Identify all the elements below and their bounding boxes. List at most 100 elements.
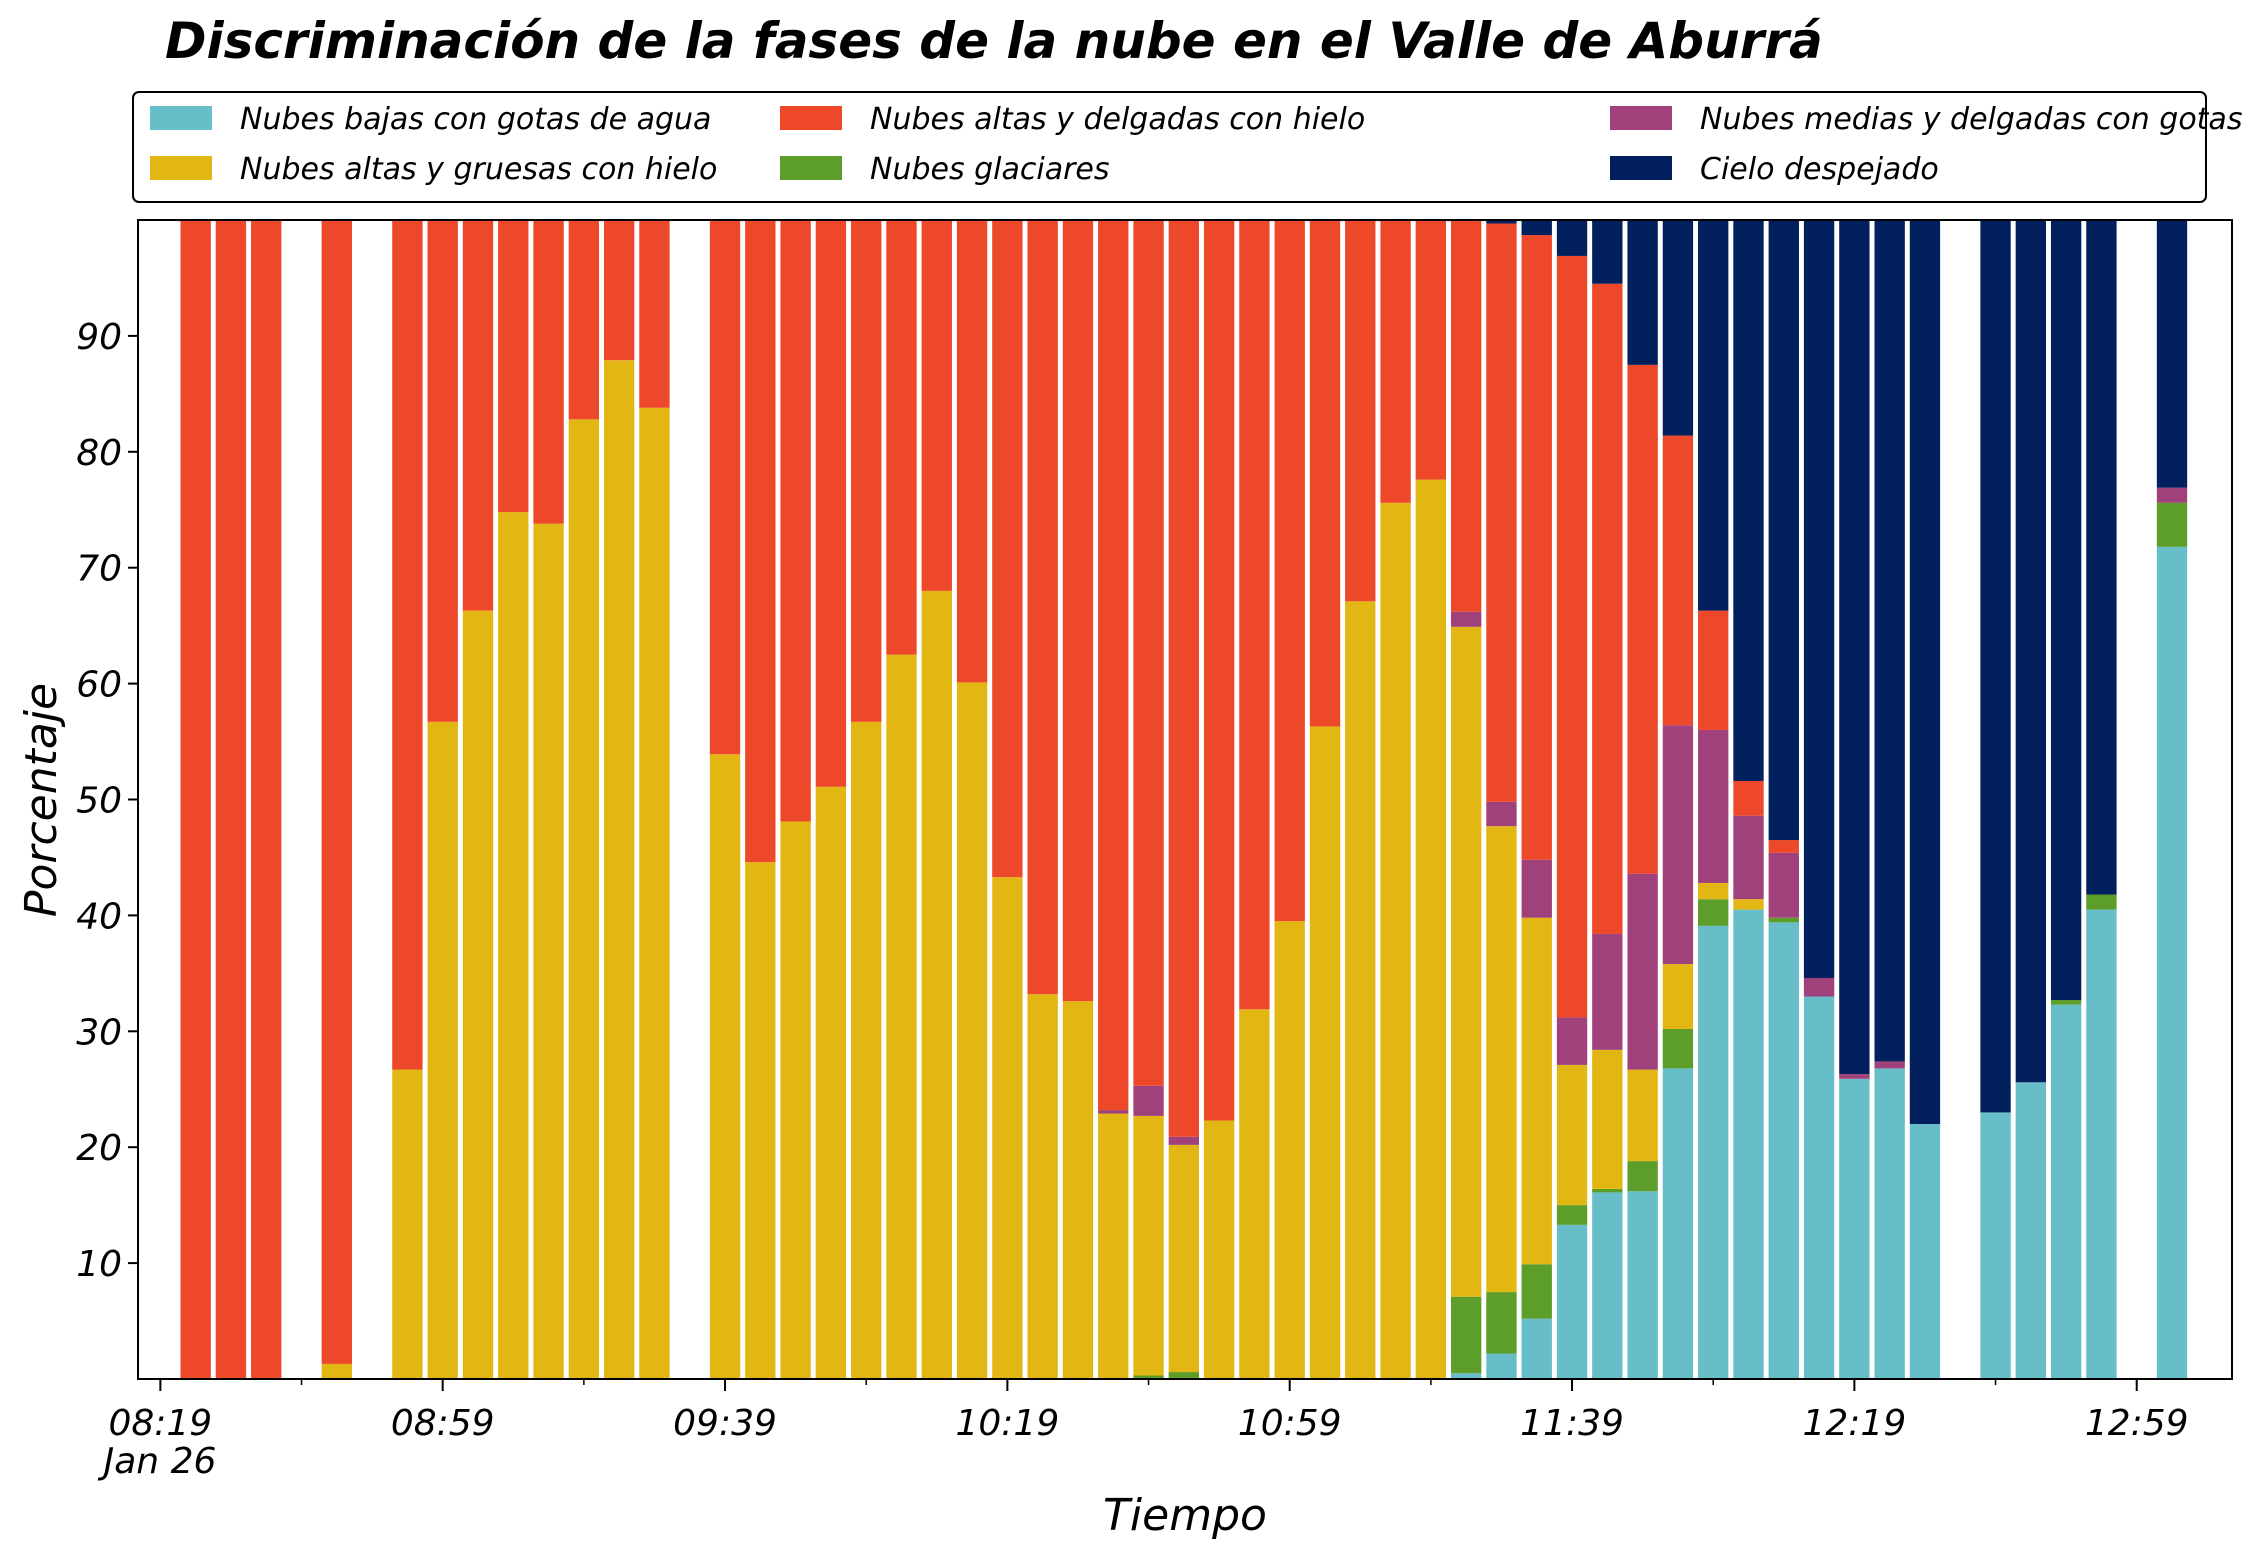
bar-segment: [533, 523, 564, 1379]
x-tick-label: 10:59: [1238, 1403, 1342, 1444]
legend-entry-label: Cielo despejado: [1700, 152, 1939, 187]
bar-segment: [745, 220, 776, 863]
bar-segment: [709, 220, 741, 755]
legend-frame: [132, 91, 2207, 203]
y-tick-label: 30: [76, 1012, 122, 1053]
legend-swatch: [150, 156, 212, 180]
bar-segment: [1027, 220, 1058, 995]
bar-segment: [1733, 909, 1764, 1379]
bar-segment: [1768, 917, 1799, 923]
x-tick-label: 12:19: [1802, 1403, 1906, 1444]
bar-segment: [180, 220, 211, 1379]
legend-entry-label: Nubes altas y delgadas con hielo: [870, 102, 1365, 137]
bar-segment: [1733, 780, 1764, 816]
bar-segment: [1309, 220, 1341, 727]
bar-segment: [1062, 220, 1094, 1002]
bar-segment: [1698, 925, 1729, 1379]
legend-entry-label: Nubes bajas con gotas de agua: [240, 102, 711, 137]
bar-segment: [1803, 996, 1835, 1379]
bar-segment: [1698, 729, 1729, 883]
bar-segment: [1380, 502, 1411, 1379]
bar-segment: [1803, 220, 1835, 978]
bar-segment: [1627, 1069, 1658, 1162]
bar-segment: [1345, 601, 1376, 1379]
x-date-label: Jan 26: [98, 1441, 217, 1482]
bar-segment: [1521, 220, 1552, 236]
bar-segment: [639, 220, 670, 408]
bar-segment: [780, 220, 811, 822]
bar-segment: [1450, 1373, 1482, 1379]
bar-segment: [1698, 610, 1729, 730]
bar-segment: [745, 862, 776, 1379]
bar-segment: [462, 610, 494, 1379]
bar-segment: [1239, 220, 1270, 1010]
bar-segment: [321, 1363, 352, 1379]
bar-segment: [1274, 921, 1305, 1379]
bar-segment: [1274, 220, 1305, 922]
bar-segment: [1627, 1191, 1658, 1379]
bar-segment: [1592, 1192, 1623, 1379]
bar-segment: [1662, 1068, 1694, 1379]
bar-segment: [1662, 725, 1694, 965]
bar-segment: [1203, 1120, 1235, 1379]
bar-segment: [1839, 1074, 1870, 1079]
y-axis-label: Porcentaje: [16, 683, 67, 917]
bar-segment: [1803, 977, 1835, 997]
bar-segment: [1839, 1078, 1870, 1379]
bar-segment: [1768, 922, 1799, 1379]
bar-segment: [1909, 220, 1941, 1125]
bar-segment: [2156, 220, 2188, 488]
bar-segment: [1027, 994, 1058, 1379]
bar-segment: [1098, 1110, 1129, 1114]
bar-segment: [427, 721, 458, 1379]
chart-title: Discriminación de la fases de la nube en…: [165, 12, 1823, 70]
bar-segment: [2156, 546, 2188, 1379]
bar-segment: [1450, 220, 1482, 612]
bar-segment: [2050, 220, 2082, 1001]
bar-segment: [1380, 220, 1411, 503]
bar-segment: [1733, 815, 1764, 900]
bar-segment: [815, 220, 847, 787]
bar-segment: [2015, 220, 2047, 1083]
bar-segment: [1168, 1136, 1199, 1145]
x-tick-label: 11:39: [1520, 1403, 1624, 1444]
bar-segment: [1450, 626, 1482, 1297]
bar-segment: [1168, 1144, 1199, 1373]
bar-segment: [1874, 1061, 1905, 1069]
bar-segment: [215, 220, 247, 1379]
bar-segment: [1521, 1318, 1552, 1379]
x-axis: 08:19 08:59 09:39 10:19 10:59 11:39 12:19 12:59…: [108, 1379, 2189, 1444]
bar-segment: [1062, 1001, 1094, 1379]
bar-segment: [498, 220, 529, 513]
bar-segment: [1768, 840, 1799, 853]
bar-segment: [427, 220, 458, 722]
bar-segment: [1698, 220, 1729, 611]
bar-segment: [1133, 1375, 1164, 1379]
bar-segment: [1415, 220, 1447, 480]
y-tick-label: 70: [76, 549, 122, 590]
x-tick-label: 08:59: [391, 1403, 495, 1444]
bar-segment: [992, 220, 1023, 878]
bar-segment: [815, 786, 847, 1379]
bar-segment: [886, 654, 917, 1380]
bar-segment: [1486, 220, 1517, 224]
bar-segment: [2050, 1000, 2082, 1005]
bar-segment: [1733, 220, 1764, 781]
bar-segment: [1592, 1049, 1623, 1189]
legend-swatch: [1610, 106, 1672, 130]
bar-segment: [603, 360, 635, 1379]
bar-segment: [1662, 220, 1694, 436]
bar-segment: [886, 220, 917, 655]
bar-segment: [251, 220, 282, 1379]
bar-segment: [1239, 1009, 1270, 1379]
bar-segment: [1556, 1224, 1588, 1379]
y-tick-label: 50: [76, 781, 122, 822]
bar-segment: [2050, 1004, 2082, 1379]
bar-segment: [1486, 801, 1517, 827]
bar-segment: [1839, 220, 1870, 1075]
bar-segment: [568, 220, 600, 420]
legend-entry-label: Nubes medias y delgadas con gotas de agu…: [1700, 102, 2244, 137]
bar-segment: [2086, 909, 2117, 1379]
legend-swatch: [780, 106, 842, 130]
bar-segment: [1627, 364, 1658, 874]
